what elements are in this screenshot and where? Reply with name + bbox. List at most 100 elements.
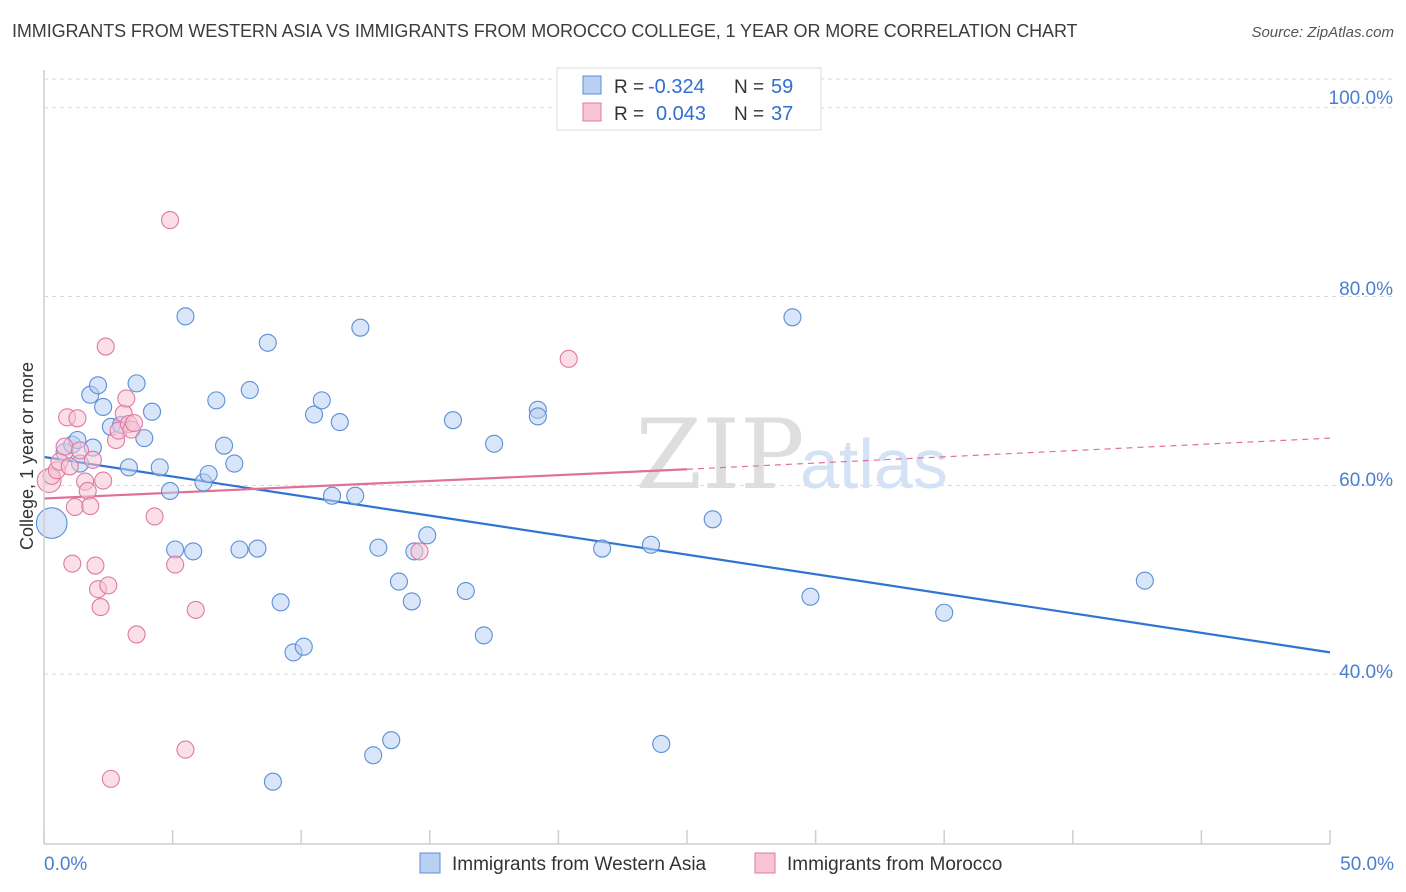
series-legend-swatch-western-asia: [419, 852, 441, 874]
point-western-asia: [456, 581, 475, 601]
y-tick-label-60: 60.0%: [1339, 470, 1393, 491]
chart-title: IMMIGRANTS FROM WESTERN ASIA VS IMMIGRAN…: [12, 21, 1078, 41]
point-western-asia: [402, 592, 421, 611]
point-morocco: [86, 556, 105, 575]
legend-r-value-1: -0.324: [648, 76, 705, 98]
trend-line-morocco: [43, 468, 688, 500]
y-tick-label-40: 40.0%: [1339, 662, 1393, 683]
point-western-asia: [225, 454, 244, 473]
point-western-asia: [88, 376, 108, 395]
point-western-asia: [652, 734, 671, 753]
point-morocco: [186, 600, 205, 619]
watermark-atlas: atlas: [800, 425, 948, 503]
legend-swatch-morocco: [582, 102, 602, 122]
series-legend-label-western-asia: Immigrants from Western Asia: [452, 854, 707, 875]
legend-n-label-2: N =: [734, 104, 764, 125]
point-morocco: [68, 409, 87, 428]
point-western-asia: [258, 333, 277, 352]
point-western-asia: [783, 308, 802, 327]
point-western-asia: [199, 464, 218, 484]
point-morocco: [145, 507, 164, 526]
stats-legend: R = -0.324 N = 59 R = 0.043 N = 37: [556, 67, 822, 131]
point-western-asia: [1135, 571, 1154, 590]
point-western-asia: [485, 434, 504, 453]
legend-r-label-2: R =: [614, 104, 644, 125]
point-morocco: [91, 598, 110, 617]
legend-n-label-1: N =: [734, 77, 764, 98]
point-western-asia: [801, 587, 820, 606]
points-layer: [35, 211, 1154, 791]
point-western-asia: [351, 318, 370, 337]
x-tick-label-min: 0.0%: [44, 854, 87, 875]
point-western-asia: [474, 626, 493, 645]
point-western-asia: [323, 486, 342, 505]
point-morocco: [101, 769, 120, 788]
point-western-asia: [443, 411, 462, 430]
point-morocco: [63, 554, 82, 573]
legend-r-value-2: 0.043: [656, 103, 706, 125]
point-western-asia: [330, 413, 349, 432]
point-western-asia: [369, 538, 388, 557]
point-western-asia: [248, 539, 267, 558]
watermark-zip: ZIP: [635, 399, 804, 511]
y-tick-label-100: 100.0%: [1329, 88, 1394, 109]
point-western-asia: [176, 307, 195, 326]
point-morocco: [83, 450, 102, 469]
point-western-asia: [305, 405, 324, 424]
point-western-asia: [166, 540, 185, 559]
series-legend: Immigrants from Western Asia Immigrants …: [419, 852, 1002, 875]
point-western-asia: [346, 486, 365, 505]
point-western-asia: [240, 380, 259, 400]
point-western-asia: [418, 526, 437, 545]
point-morocco: [81, 497, 100, 516]
point-western-asia: [94, 397, 113, 417]
point-western-asia: [382, 731, 401, 750]
point-western-asia: [184, 542, 203, 561]
point-western-asia: [142, 402, 162, 421]
point-western-asia: [389, 572, 408, 591]
x-tick-label-max: 50.0%: [1340, 854, 1394, 875]
point-western-asia: [263, 772, 282, 791]
point-morocco: [65, 497, 84, 517]
point-morocco: [60, 457, 79, 476]
point-western-asia: [214, 436, 234, 455]
point-morocco: [70, 441, 90, 460]
point-western-asia: [150, 458, 169, 477]
series-legend-label-morocco: Immigrants from Morocco: [787, 854, 1002, 875]
point-western-asia: [935, 603, 954, 622]
legend-n-value-1: 59: [771, 76, 793, 98]
point-western-asia: [593, 539, 612, 558]
point-western-asia: [364, 746, 383, 765]
point-western-asia: [207, 391, 226, 410]
point-morocco: [559, 349, 578, 368]
point-morocco: [94, 471, 113, 490]
point-morocco: [117, 389, 136, 408]
trend-layer: [43, 437, 1331, 654]
point-morocco: [166, 555, 185, 574]
trend-line-morocco-extension: [686, 437, 1331, 470]
y-tick-label-80: 80.0%: [1339, 279, 1393, 300]
y-axis-label: College, 1 year or more: [17, 362, 37, 550]
point-western-asia: [135, 429, 154, 448]
point-morocco: [410, 542, 429, 561]
point-morocco: [127, 625, 146, 644]
point-western-asia: [294, 637, 313, 656]
point-morocco: [55, 437, 74, 456]
legend-r-label-1: R =: [614, 77, 644, 98]
point-western-asia: [703, 510, 722, 529]
point-western-asia: [35, 507, 68, 539]
point-western-asia: [160, 481, 180, 501]
x-tick-marks: [43, 830, 1331, 844]
point-western-asia: [127, 374, 146, 393]
legend-swatch-western-asia: [582, 75, 602, 95]
point-western-asia: [271, 593, 290, 612]
legend-n-value-2: 37: [771, 103, 793, 125]
point-western-asia: [641, 535, 661, 554]
chart-source: Source: ZipAtlas.com: [1251, 24, 1394, 41]
point-morocco: [176, 740, 195, 759]
point-western-asia: [230, 540, 249, 559]
point-western-asia: [119, 458, 138, 477]
point-morocco: [96, 337, 115, 356]
point-western-asia: [312, 391, 331, 410]
